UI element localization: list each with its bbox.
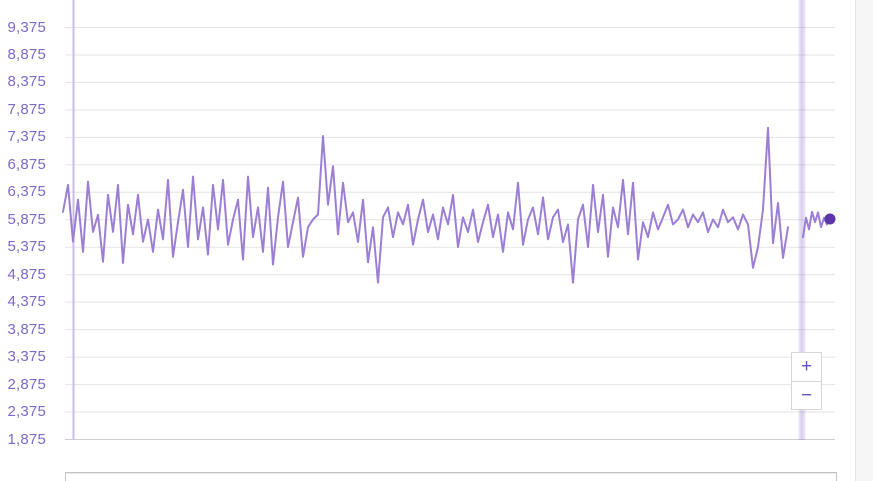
y-axis-tick-label: 3,875 bbox=[7, 320, 46, 338]
y-axis-tick-label: 2,875 bbox=[7, 375, 46, 393]
y-axis-tick-label: 4,875 bbox=[7, 265, 46, 283]
y-axis-tick-label: 1,875 bbox=[7, 430, 46, 448]
y-axis-tick-label: 6,375 bbox=[7, 183, 46, 201]
y-axis-tick-label: 8,375 bbox=[7, 73, 46, 91]
y-axis-tick-label: 6,875 bbox=[7, 155, 46, 173]
zoom-in-button[interactable]: + bbox=[792, 353, 821, 381]
zoom-out-button[interactable]: − bbox=[792, 381, 821, 409]
data-line-segment bbox=[62, 126, 789, 284]
navigator-panel[interactable] bbox=[65, 472, 837, 481]
y-axis-tick-label: 4,375 bbox=[7, 293, 46, 311]
y-axis-tick-label: 7,375 bbox=[7, 128, 46, 146]
y-axis-tick-label: 5,375 bbox=[7, 238, 46, 256]
y-axis-tick-label: 8,875 bbox=[7, 45, 46, 63]
y-axis-tick-label: 2,375 bbox=[7, 403, 46, 421]
y-axis-tick-label: 7,875 bbox=[7, 100, 46, 118]
page-gutter bbox=[855, 0, 873, 481]
last-point-marker bbox=[824, 213, 836, 225]
y-axis-tick-label: 5,875 bbox=[7, 210, 46, 228]
y-axis-tick-label: 9,375 bbox=[7, 18, 46, 36]
line-chart bbox=[62, 0, 836, 440]
y-axis-tick-label: 3,375 bbox=[7, 348, 46, 366]
line-chart-plot-area[interactable]: 9,375 8,875 8,375 7,875 7,375 6,875 6,375 5,875… bbox=[0, 0, 855, 481]
zoom-controls: + − bbox=[791, 352, 822, 410]
